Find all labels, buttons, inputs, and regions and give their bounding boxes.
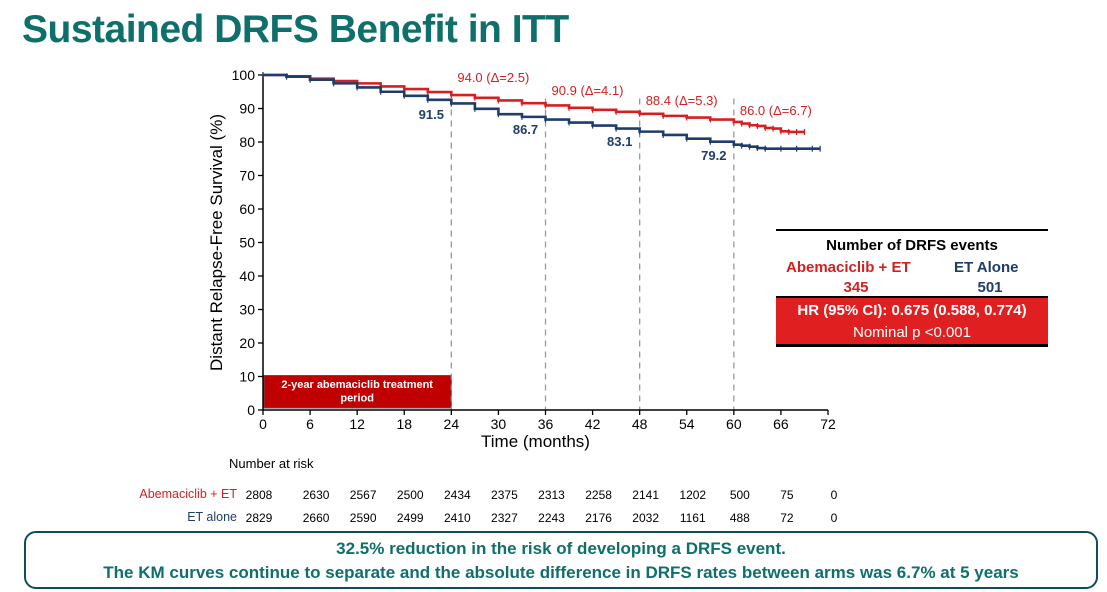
risk-value: 500 — [729, 488, 750, 502]
risk-value: 75 — [780, 488, 794, 502]
risk-value: 2590 — [349, 511, 377, 525]
y-tick-label: 0 — [247, 402, 255, 418]
summary-line-2: The KM curves continue to separate and t… — [103, 563, 1019, 582]
x-tick-label: 42 — [585, 416, 601, 432]
treatment-period-rect — [263, 375, 452, 409]
y-tick-label: 30 — [239, 302, 255, 318]
y-tick-label: 40 — [239, 268, 255, 284]
annotation-abema: 86.0 (Δ=6.7) — [740, 103, 812, 118]
risk-et-label: ET alone — [187, 510, 237, 524]
series-line-et — [263, 73, 821, 150]
risk-value: 2808 — [245, 488, 273, 502]
events-top-rule — [776, 229, 1048, 231]
risk-value: 2500 — [396, 488, 424, 502]
y-tick-label: 20 — [239, 335, 255, 351]
km-chart: 2-year abemaciclib treatment period 0 10 2… — [207, 67, 836, 451]
slide-title: Sustained DRFS Benefit in ITT — [22, 8, 569, 51]
x-tick-label: 24 — [444, 416, 460, 432]
risk-value: 2434 — [443, 488, 471, 502]
risk-value: 72 — [780, 511, 794, 525]
risk-value: 2313 — [538, 488, 565, 502]
annotation-et: 83.1 — [607, 134, 632, 149]
risk-value: 2660 — [302, 511, 330, 525]
x-tick-label: 18 — [396, 416, 412, 432]
y-tick-label: 70 — [239, 168, 255, 184]
risk-value: 2375 — [491, 488, 518, 502]
x-tick-label: 66 — [773, 416, 789, 432]
chart-series — [262, 72, 821, 152]
drfs-events-box: Number of DRFS events Abemaciclib + ET 3… — [776, 229, 1048, 347]
y-axis-label: Distant Relapse-Free Survival (%) — [207, 114, 226, 371]
risk-value: 488 — [729, 511, 750, 525]
risk-value: 1161 — [679, 511, 706, 525]
x-tick-label: 36 — [538, 416, 554, 432]
treatment-period-box: 2-year abemaciclib treatment period — [263, 375, 452, 409]
risk-value: 2410 — [443, 511, 471, 525]
risk-value: 2829 — [245, 511, 273, 525]
risk-value: 2499 — [396, 511, 424, 525]
risk-abema-label: Abemaciclib + ET — [139, 487, 237, 501]
events-abema-count: 345 — [843, 279, 869, 296]
annotation-et: 79.2 — [701, 148, 726, 163]
x-tick-label: 0 — [259, 416, 267, 432]
risk-value: 2327 — [491, 511, 518, 525]
x-axis-label: Time (months) — [481, 432, 590, 451]
risk-value: 2141 — [632, 488, 659, 502]
p-value-text: Nominal p <0.001 — [853, 324, 971, 341]
summary-line-1: 32.5% reduction in the risk of developin… — [336, 539, 786, 558]
risk-value: 2176 — [585, 511, 612, 525]
x-tick-label: 54 — [679, 416, 695, 432]
annotation-abema: 94.0 (Δ=2.5) — [457, 70, 529, 85]
annotation-abema: 88.4 (Δ=5.3) — [646, 93, 718, 108]
risk-header: Number at risk — [229, 456, 314, 471]
landmark-lines — [450, 98, 735, 410]
annotation-et: 86.7 — [513, 122, 538, 137]
risk-value: 2567 — [349, 488, 377, 502]
risk-value: 2630 — [302, 488, 330, 502]
x-tick-label: 60 — [726, 416, 742, 432]
risk-value: 0 — [830, 488, 838, 502]
annotation-abema: 90.9 (Δ=4.1) — [552, 83, 624, 98]
chart-annotations: 94.0 (Δ=2.5) 90.9 (Δ=4.1) 88.4 (Δ=5.3) 86.0… — [419, 70, 812, 163]
risk-value: 1202 — [679, 488, 707, 502]
chart-axes: 0 10 20 30 40 50 60 70 80 90 100 0 6 12 18 24 30 36 42 48 54… — [232, 67, 836, 432]
events-et-label: ET Alone — [954, 259, 1019, 276]
risk-value: 0 — [830, 511, 838, 525]
risk-value: 2243 — [538, 511, 565, 525]
x-tick-label: 6 — [306, 416, 314, 432]
hazard-ratio-box: HR (95% CI): 0.675 (0.588, 0.774) Nomina… — [776, 296, 1048, 347]
y-tick-label: 10 — [239, 369, 255, 385]
x-tick-label: 12 — [349, 416, 365, 432]
annotation-et: 91.5 — [419, 107, 444, 122]
risk-value: 2032 — [632, 511, 659, 525]
y-tick-label: 60 — [239, 201, 255, 217]
summary-box: 32.5% reduction in the risk of developin… — [24, 531, 1098, 589]
y-tick-label: 90 — [239, 101, 255, 117]
hazard-ratio-text: HR (95% CI): 0.675 (0.588, 0.774) — [797, 302, 1027, 319]
treatment-period-label-1: 2-year abemaciclib treatment — [281, 379, 433, 391]
events-abema-label: Abemaciclib + ET — [786, 259, 911, 276]
x-tick-label: 30 — [491, 416, 507, 432]
x-tick-label: 48 — [632, 416, 648, 432]
y-tick-label: 80 — [239, 134, 255, 150]
events-et-count: 501 — [977, 279, 1003, 296]
risk-value: 2258 — [585, 488, 612, 502]
x-tick-label: 72 — [820, 416, 836, 432]
treatment-period-label-2: period — [340, 392, 374, 404]
y-tick-label: 50 — [239, 235, 255, 251]
y-tick-label: 100 — [232, 67, 256, 83]
events-title: Number of DRFS events — [826, 237, 998, 254]
